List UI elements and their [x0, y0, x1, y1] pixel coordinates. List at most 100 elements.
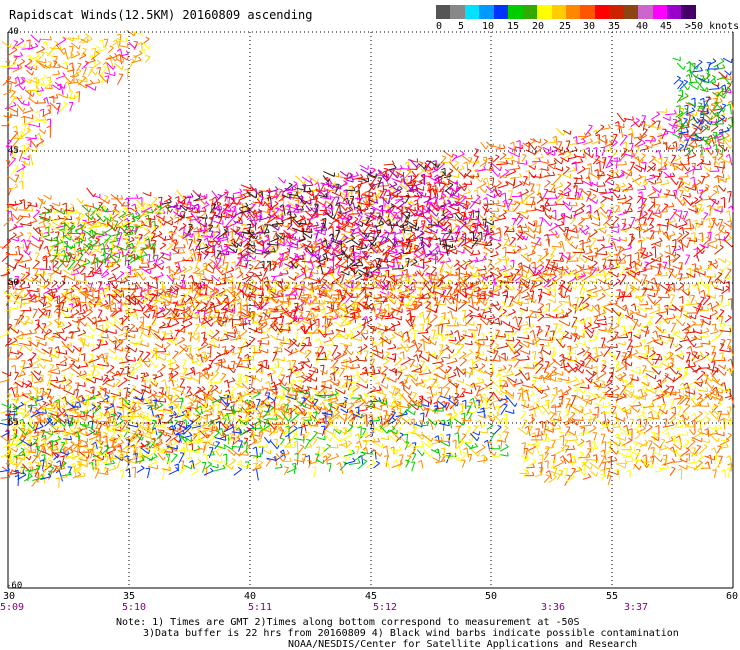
wind-barb [2, 77, 12, 86]
wind-barb-flag [511, 160, 514, 165]
wind-barb [6, 106, 18, 113]
wind-barb [649, 218, 655, 227]
wind-barb-flag [585, 224, 590, 229]
wind-barb-flag [253, 297, 257, 302]
wind-barb [678, 210, 683, 222]
wind-barb [707, 243, 717, 249]
wind-barb-flag [144, 281, 149, 285]
wind-barb-flag [14, 76, 19, 80]
wind-barb-flag [537, 254, 542, 257]
wind-barb-flag [489, 225, 494, 227]
wind-barb-flag [690, 176, 695, 180]
wind-barb [555, 167, 563, 172]
wind-barb-flag [678, 245, 682, 250]
wind-barb-flag [462, 259, 467, 264]
wind-barb-flag [42, 80, 46, 85]
wind-barb-flag [503, 233, 508, 237]
wind-barb [14, 46, 26, 49]
wind-barb-flag [406, 169, 411, 172]
wind-barb-flag [729, 137, 732, 142]
wind-barb [308, 189, 318, 192]
wind-barb-flag [5, 60, 10, 63]
wind-barb [660, 157, 663, 170]
wind-barb [182, 259, 193, 262]
wind-barb [124, 255, 127, 266]
wind-barb [446, 248, 457, 255]
wind-barb [52, 84, 61, 91]
wind-barb [607, 234, 611, 243]
wind-barb-flag [722, 111, 726, 116]
wind-barb [322, 175, 329, 183]
wind-barb [111, 233, 120, 237]
wind-barb-flag [315, 209, 319, 214]
wind-barb [567, 169, 576, 173]
wind-barb [457, 195, 464, 202]
legend-swatch [681, 5, 696, 19]
wind-barb-flag [19, 199, 23, 204]
wind-barb [596, 246, 605, 253]
wind-barb-flag [498, 189, 502, 193]
wind-barb-flag [543, 248, 548, 251]
wind-barb [595, 253, 608, 256]
wind-barb-flag [84, 212, 90, 215]
wind-barb-flag [454, 216, 457, 221]
wind-barb [599, 162, 601, 172]
wind-barb-flag [121, 65, 124, 70]
wind-barb [38, 128, 45, 135]
wind-barb-flag [310, 201, 313, 207]
wind-barb-flag [585, 147, 590, 150]
wind-barb-flag [32, 76, 37, 80]
wind-barb-flag [477, 158, 480, 164]
wind-barb [234, 205, 237, 216]
wind-barb-flag [602, 236, 605, 241]
wind-barb [561, 253, 570, 261]
wind-barb [11, 202, 23, 207]
wind-barb [569, 143, 577, 145]
wind-barb-flag [627, 127, 632, 131]
wind-barb [439, 184, 447, 193]
wind-barb [574, 155, 585, 159]
wind-barb-flag [575, 201, 578, 206]
wind-barb [5, 140, 12, 148]
wind-barb [60, 217, 72, 221]
wind-barb [525, 209, 537, 212]
wind-barb-flag [439, 268, 444, 270]
wind-barb [78, 35, 90, 44]
wind-barb [51, 202, 60, 207]
wind-barb-flag [28, 101, 30, 106]
wind-barb-flag [540, 153, 544, 158]
wind-barb [194, 259, 200, 271]
wind-barb-flag [560, 212, 565, 215]
wind-barb-flag [510, 154, 514, 159]
wind-barb [493, 189, 501, 198]
wind-barb [350, 175, 359, 178]
wind-barb-flag [689, 193, 691, 198]
wind-barb-flag [102, 230, 104, 235]
wind-barb [669, 209, 678, 220]
wind-barb-flag [73, 276, 76, 281]
wind-barb-flag [59, 85, 62, 91]
wind-barb [138, 212, 149, 217]
wind-barb-flag [653, 166, 656, 171]
wind-barb-flag [305, 265, 310, 270]
wind-barb-flag [221, 273, 226, 276]
wind-barb [508, 146, 516, 151]
wind-barb [706, 148, 712, 156]
wind-barb [576, 141, 586, 145]
wind-barb [658, 150, 662, 160]
wind-barb-flag [437, 276, 439, 281]
wind-barb [52, 261, 59, 268]
wind-barb-flag [642, 197, 647, 200]
legend-label: 35 [608, 21, 621, 32]
wind-barb-flag [409, 297, 413, 302]
wind-barb-flag [112, 39, 117, 43]
wind-barb [594, 126, 605, 135]
wind-barb [487, 259, 493, 268]
wind-barb-flag [644, 180, 649, 184]
wind-barb [25, 147, 38, 152]
wind-barb [566, 197, 577, 200]
wind-barb-flag [153, 196, 158, 199]
wind-barb [116, 198, 124, 206]
wind-barb [42, 111, 52, 117]
wind-barb-flag [501, 246, 507, 249]
